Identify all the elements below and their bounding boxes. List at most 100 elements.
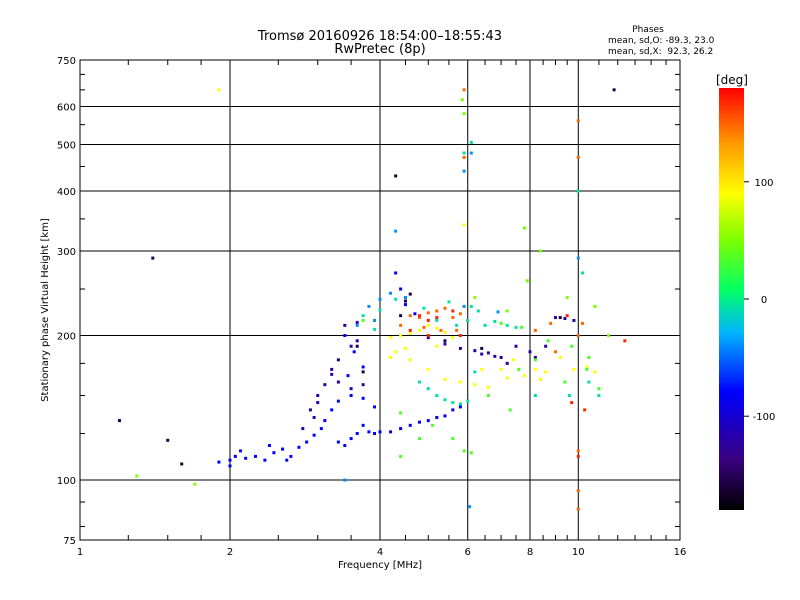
- data-point: [403, 296, 407, 300]
- data-point: [499, 367, 503, 371]
- data-point: [533, 355, 537, 359]
- data-point: [439, 328, 443, 332]
- data-point: [349, 387, 353, 391]
- data-point: [563, 380, 567, 384]
- data-point: [458, 334, 462, 338]
- data-point: [469, 151, 473, 155]
- data-point: [289, 454, 293, 458]
- data-point: [443, 377, 447, 381]
- data-point: [523, 374, 527, 378]
- data-point: [587, 355, 591, 359]
- data-point: [316, 401, 320, 405]
- data-point: [417, 328, 421, 332]
- data-point: [480, 346, 484, 350]
- data-point: [367, 430, 371, 434]
- data-point: [576, 334, 580, 338]
- axis-ticks: 1 2 4 6 8 10 16 75 100 200 300 400 500 600 750: [57, 56, 686, 558]
- data-point: [462, 112, 466, 116]
- data-point: [458, 346, 462, 350]
- data-point: [426, 387, 430, 391]
- data-point: [352, 350, 356, 354]
- data-point: [473, 349, 477, 353]
- data-point: [460, 98, 464, 102]
- data-point: [151, 256, 155, 260]
- data-point: [408, 328, 412, 332]
- data-point: [422, 325, 426, 329]
- data-point: [330, 367, 334, 371]
- data-point: [413, 312, 417, 316]
- data-point: [349, 344, 353, 348]
- data-point: [499, 355, 503, 359]
- data-point: [399, 314, 403, 318]
- data-point: [399, 287, 403, 291]
- data-point: [581, 271, 585, 275]
- data-point: [394, 229, 398, 233]
- data-point: [528, 350, 532, 354]
- data-point: [443, 306, 447, 310]
- data-point: [565, 314, 569, 318]
- data-point: [233, 454, 237, 458]
- data-point: [443, 342, 447, 346]
- data-point: [330, 408, 334, 412]
- data-point: [403, 346, 407, 350]
- y-tick-label: 400: [57, 187, 76, 198]
- data-point: [473, 383, 477, 387]
- data-point: [570, 344, 574, 348]
- data-point: [239, 449, 243, 453]
- data-point: [426, 367, 430, 371]
- data-point: [394, 174, 398, 178]
- data-point: [462, 169, 466, 173]
- data-point: [533, 328, 537, 332]
- data-point: [378, 297, 382, 301]
- data-point: [308, 408, 312, 412]
- data-point: [466, 399, 470, 403]
- data-point: [486, 351, 490, 355]
- data-point: [587, 380, 591, 384]
- data-points: [117, 88, 627, 511]
- data-point: [462, 449, 466, 453]
- data-point: [593, 304, 597, 308]
- data-point: [408, 358, 412, 362]
- data-point: [576, 155, 580, 159]
- data-point: [361, 423, 365, 427]
- data-point: [394, 350, 398, 354]
- chart-subtitle: RwPretec (8p): [334, 42, 425, 57]
- y-tick-label: 750: [57, 56, 76, 67]
- data-point: [435, 326, 439, 330]
- y-tick-label: 600: [57, 103, 76, 114]
- data-point: [399, 323, 403, 327]
- stats-header: Phases: [632, 25, 664, 35]
- data-point: [417, 380, 421, 384]
- data-point: [517, 367, 521, 371]
- data-point: [553, 316, 557, 320]
- data-point: [336, 440, 340, 444]
- data-point: [217, 460, 221, 464]
- data-point: [462, 155, 466, 159]
- data-point: [514, 325, 518, 329]
- data-point: [435, 318, 439, 322]
- data-point: [435, 394, 439, 398]
- data-point: [117, 419, 121, 423]
- data-point: [426, 318, 430, 322]
- data-point: [576, 256, 580, 260]
- data-point: [570, 401, 574, 405]
- data-point: [426, 323, 430, 327]
- data-point: [576, 489, 580, 493]
- data-point: [435, 344, 439, 348]
- data-point: [361, 383, 365, 387]
- data-point: [462, 304, 466, 308]
- data-point: [135, 474, 139, 478]
- data-point: [455, 323, 459, 327]
- data-point: [553, 350, 557, 354]
- data-point: [361, 370, 365, 374]
- data-point: [462, 223, 466, 227]
- data-point: [567, 394, 571, 398]
- y-tick-label: 500: [57, 141, 76, 152]
- data-point: [417, 314, 421, 318]
- data-point: [466, 318, 470, 322]
- data-point: [451, 316, 455, 320]
- data-point: [193, 482, 197, 486]
- data-point: [272, 451, 276, 455]
- data-point: [539, 377, 543, 381]
- data-point: [361, 396, 365, 400]
